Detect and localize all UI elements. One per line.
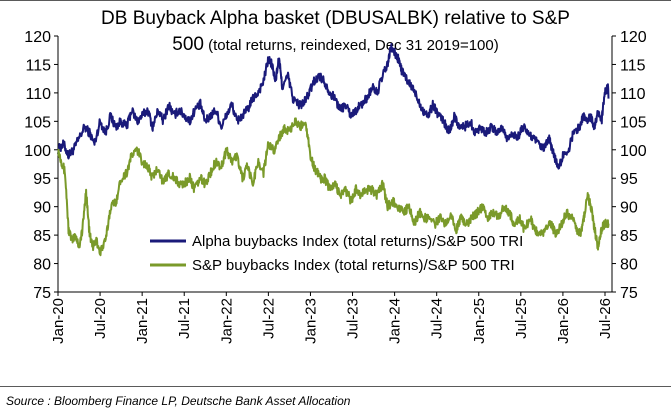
top-rule (0, 0, 671, 1)
legend: Alpha buybacks Index (total returns)/S&P… (150, 233, 523, 274)
y-tick-label-left: 95 (33, 171, 51, 188)
x-tick-label: Jan-26 (555, 298, 572, 344)
y-tick-label-left: 90 (33, 200, 51, 217)
y-tick-label-left: 75 (33, 285, 51, 302)
x-tick-label: Jan-21 (134, 298, 151, 344)
y-tick-label-right: 110 (620, 86, 646, 103)
y-tick-label-right: 120 (620, 29, 647, 46)
series-layer (57, 43, 610, 257)
chart-title-line1: DB Buyback Alpha basket (DBUSALBK) relat… (101, 8, 570, 29)
y-tick-label-left: 115 (25, 57, 51, 74)
x-tick-label: Jan-25 (471, 298, 488, 344)
x-tick-label: Jan-20 (50, 298, 67, 344)
y-tick-label-right: 105 (620, 114, 647, 131)
x-tick-label: Jan-22 (218, 298, 235, 344)
y-tick-label-left: 105 (24, 114, 51, 131)
chart-title-500: 500 (172, 34, 204, 55)
chart-title-line2: 500 (total returns, reindexed, Dec 31 20… (0, 34, 671, 57)
x-tick-label: Jul-23 (345, 298, 362, 339)
y-tick-label-right: 85 (620, 228, 638, 245)
y-tick-label-left: 85 (33, 228, 51, 245)
x-tick-label: Jul-22 (260, 298, 277, 339)
y-tick-label-left: 100 (24, 143, 51, 160)
legend-label-alpha-buybacks: Alpha buybacks Index (total returns)/S&P… (192, 233, 523, 250)
x-tick-label: Jul-24 (429, 298, 446, 339)
x-tick-label: Jan-23 (302, 298, 319, 344)
series-line-alpha-buybacks (57, 43, 610, 170)
x-tick-label: Jul-25 (513, 298, 530, 339)
series-line-sp-buybacks (57, 117, 610, 257)
y-tick-label-right: 75 (620, 285, 638, 302)
x-tick-label: Jul-26 (597, 298, 614, 339)
legend-label-sp-buybacks: S&P buybacks Index (total returns)/S&P 5… (192, 257, 515, 274)
bottom-rule (0, 386, 671, 387)
axes-layer: 75 75 80 80 85 85 90 90 95 95 100 100 105 105 110 110 11… (24, 29, 647, 344)
y-tick-label-left: 120 (24, 29, 51, 46)
chart-subtitle: (total returns, reindexed, Dec 31 2019=1… (203, 37, 499, 54)
y-tick-label-right: 80 (620, 257, 638, 274)
source-note: Source : Bloomberg Finance LP, Deutsche … (6, 394, 351, 408)
y-tick-label-right: 100 (620, 143, 647, 160)
y-tick-label-right: 90 (620, 200, 638, 217)
y-tick-label-left: 110 (25, 86, 51, 103)
x-tick-label: Jan-24 (387, 298, 404, 344)
x-tick-label: Jul-20 (92, 298, 109, 339)
x-tick-label: Jul-21 (176, 298, 193, 339)
y-tick-label-right: 95 (620, 171, 638, 188)
y-tick-label-left: 80 (33, 257, 51, 274)
y-tick-label-right: 115 (620, 57, 646, 74)
